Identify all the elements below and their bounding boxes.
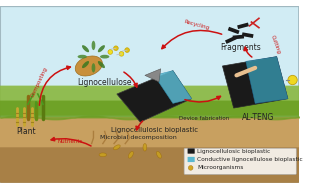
Polygon shape — [145, 69, 161, 82]
Ellipse shape — [98, 45, 105, 52]
Text: AL-TENG: AL-TENG — [242, 113, 274, 122]
Polygon shape — [228, 27, 240, 34]
Text: Device fabrication: Device fabrication — [179, 115, 229, 121]
Ellipse shape — [114, 145, 120, 150]
Circle shape — [188, 166, 193, 170]
Text: Microbial decomposition: Microbial decomposition — [100, 136, 177, 140]
Polygon shape — [246, 57, 288, 103]
Polygon shape — [117, 71, 192, 122]
Circle shape — [125, 48, 130, 52]
Ellipse shape — [77, 55, 87, 59]
Text: Recycling: Recycling — [183, 19, 210, 30]
Ellipse shape — [92, 63, 95, 73]
FancyBboxPatch shape — [1, 7, 298, 89]
Ellipse shape — [100, 55, 109, 59]
Text: Lignocellulose: Lignocellulose — [77, 78, 132, 87]
Ellipse shape — [98, 61, 105, 68]
Text: Lignocellulosic bioplastic: Lignocellulosic bioplastic — [197, 149, 270, 153]
Polygon shape — [233, 35, 244, 39]
Ellipse shape — [128, 151, 133, 158]
FancyBboxPatch shape — [188, 148, 195, 154]
Text: Composting: Composting — [30, 66, 49, 98]
FancyBboxPatch shape — [0, 117, 299, 183]
Text: Cutting: Cutting — [270, 34, 282, 55]
Ellipse shape — [82, 61, 89, 68]
Ellipse shape — [143, 144, 147, 151]
Ellipse shape — [92, 41, 95, 50]
Polygon shape — [237, 22, 249, 29]
Text: Fragments: Fragments — [220, 43, 260, 52]
FancyBboxPatch shape — [0, 101, 299, 119]
FancyBboxPatch shape — [188, 157, 195, 162]
Polygon shape — [154, 71, 192, 103]
FancyBboxPatch shape — [0, 86, 299, 115]
Circle shape — [119, 52, 124, 56]
Polygon shape — [242, 32, 253, 38]
Circle shape — [288, 75, 297, 85]
Polygon shape — [225, 36, 237, 44]
FancyBboxPatch shape — [0, 147, 299, 183]
Text: Microorganisms: Microorganisms — [197, 165, 244, 170]
Text: Nutrients: Nutrients — [57, 139, 83, 144]
Ellipse shape — [75, 56, 102, 76]
Text: Lignocellulosic bioplastic: Lignocellulosic bioplastic — [111, 127, 198, 133]
Circle shape — [108, 50, 113, 54]
Circle shape — [114, 46, 118, 51]
Ellipse shape — [156, 151, 161, 158]
FancyBboxPatch shape — [184, 148, 296, 174]
Text: Conductive lignocellulose bioplastic: Conductive lignocellulose bioplastic — [197, 157, 303, 162]
Ellipse shape — [82, 45, 89, 52]
Text: Plant: Plant — [16, 127, 36, 136]
FancyBboxPatch shape — [0, 6, 299, 183]
Polygon shape — [222, 57, 288, 108]
Ellipse shape — [99, 153, 107, 157]
